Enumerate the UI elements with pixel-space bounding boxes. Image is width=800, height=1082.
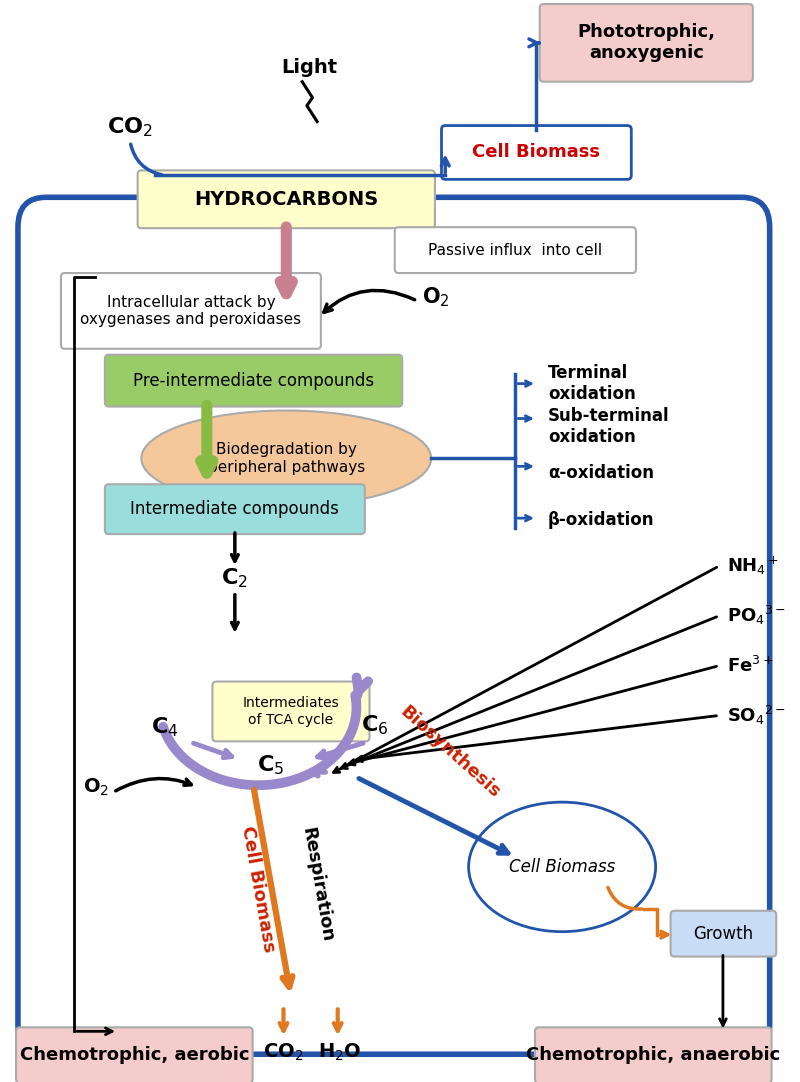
Text: O$_2$: O$_2$: [422, 286, 450, 308]
Text: α-oxidation: α-oxidation: [548, 464, 654, 483]
Ellipse shape: [142, 410, 431, 506]
Text: Biosynthesis: Biosynthesis: [396, 703, 503, 802]
Text: Sub-terminal
oxidation: Sub-terminal oxidation: [548, 407, 670, 446]
Text: C$_2$: C$_2$: [222, 566, 248, 590]
Text: Respiration: Respiration: [298, 826, 336, 944]
Text: Chemotrophic, aerobic: Chemotrophic, aerobic: [20, 1046, 249, 1065]
Text: Phototrophic,
anoxygenic: Phototrophic, anoxygenic: [578, 24, 715, 63]
FancyBboxPatch shape: [138, 170, 435, 228]
Text: β-oxidation: β-oxidation: [548, 511, 654, 529]
FancyBboxPatch shape: [394, 227, 636, 273]
Text: C$_4$: C$_4$: [151, 715, 178, 739]
Text: CO$_2$: CO$_2$: [107, 116, 153, 140]
Text: Chemotrophic, anaerobic: Chemotrophic, anaerobic: [526, 1046, 781, 1065]
Text: HYDROCARBONS: HYDROCARBONS: [194, 189, 378, 209]
Text: PO$_4$$^{3-}$: PO$_4$$^{3-}$: [726, 604, 786, 628]
FancyBboxPatch shape: [61, 273, 321, 348]
FancyBboxPatch shape: [670, 911, 776, 956]
Text: Cell Biomass: Cell Biomass: [509, 858, 615, 876]
Text: Intermediates
of TCA cycle: Intermediates of TCA cycle: [242, 697, 339, 726]
FancyBboxPatch shape: [540, 4, 753, 82]
Text: C$_5$: C$_5$: [257, 753, 284, 777]
Text: Biodegradation by
peripheral pathways: Biodegradation by peripheral pathways: [208, 443, 365, 475]
Text: O$_2$: O$_2$: [83, 777, 110, 797]
Text: CO$_2$: CO$_2$: [263, 1042, 304, 1063]
Text: Light: Light: [282, 58, 338, 77]
Text: Intracellular attack by
oxygenases and peroxidases: Intracellular attack by oxygenases and p…: [80, 294, 302, 327]
Text: Pre-intermediate compounds: Pre-intermediate compounds: [133, 371, 374, 390]
Text: SO$_4$$^{2-}$: SO$_4$$^{2-}$: [726, 704, 786, 727]
Text: Terminal
oxidation: Terminal oxidation: [548, 365, 636, 403]
FancyBboxPatch shape: [105, 355, 402, 407]
FancyBboxPatch shape: [213, 682, 370, 741]
Text: C$_6$: C$_6$: [362, 714, 389, 737]
Text: Intermediate compounds: Intermediate compounds: [130, 500, 339, 518]
Text: Growth: Growth: [694, 925, 754, 942]
FancyBboxPatch shape: [16, 1027, 253, 1082]
FancyBboxPatch shape: [442, 126, 631, 180]
Text: H$_2$O: H$_2$O: [318, 1042, 362, 1063]
FancyBboxPatch shape: [535, 1027, 771, 1082]
Ellipse shape: [469, 802, 656, 932]
FancyBboxPatch shape: [105, 485, 365, 535]
Text: NH$_4$$^+$: NH$_4$$^+$: [726, 555, 779, 577]
Text: Cell Biomass: Cell Biomass: [238, 824, 278, 953]
Text: Fe$^{3+}$: Fe$^{3+}$: [726, 656, 773, 675]
Text: Cell Biomass: Cell Biomass: [472, 144, 600, 161]
Text: Passive influx  into cell: Passive influx into cell: [428, 242, 602, 258]
